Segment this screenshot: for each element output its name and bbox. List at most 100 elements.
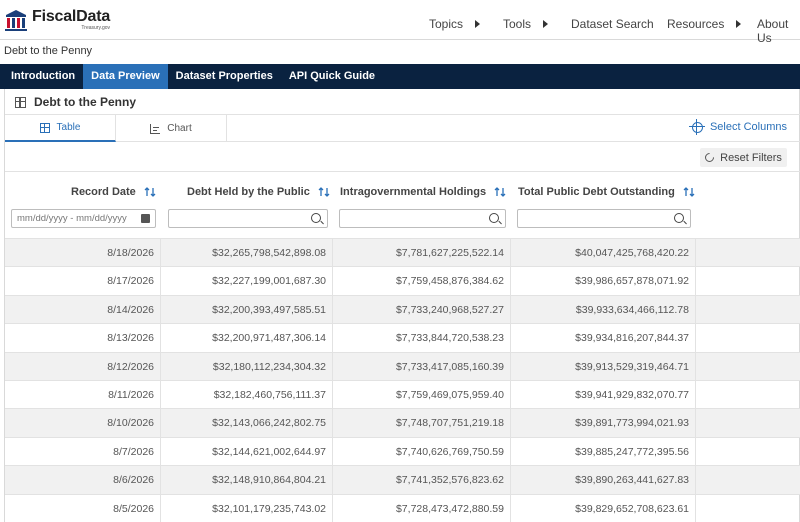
table-header: Record Date Debt Held by the Public Intr… — [5, 172, 800, 238]
data-table: Record Date Debt Held by the Public Intr… — [5, 171, 800, 522]
cell-debt-held-by-public: $32,182,460,756,111.37 — [161, 380, 333, 409]
table-row: 8/17/2026 $32,227,199,001,687.30 $7,759,45… — [5, 266, 800, 296]
table-row: 8/18/2026 $32,265,798,542,898.08 $7,781,62… — [5, 238, 800, 267]
column-header-intragovernmental-holdings[interactable]: Intragovernmental Holdings — [340, 186, 506, 198]
panel-title-text: Debt to the Penny — [34, 95, 137, 109]
column-header-debt-held-by-public[interactable]: Debt Held by the Public — [187, 186, 330, 198]
logo-icon — [5, 10, 27, 31]
column-header-record-date[interactable]: Record Date — [71, 186, 156, 198]
sort-icon[interactable] — [494, 186, 506, 198]
debt-held-filter-input[interactable] — [168, 209, 328, 228]
tab-chart-view[interactable]: Chart — [116, 115, 227, 142]
cell-intragovernmental-holdings: $7,733,240,968,527.27 — [333, 295, 511, 324]
tab-introduction[interactable]: Introduction — [11, 70, 76, 82]
table-icon — [39, 122, 50, 133]
cell-debt-held-by-public: $32,148,910,864,804.21 — [161, 466, 333, 495]
logo-subtitle: Treasury.gov — [81, 25, 111, 31]
select-columns-button[interactable]: Select Columns — [688, 118, 787, 135]
search-icon — [311, 213, 321, 223]
record-date-filter-input[interactable]: mm/dd/yyyy - mm/dd/yyyy — [11, 209, 156, 228]
cell-total-public-debt: $39,941,929,832,070.77 — [511, 380, 696, 409]
cell-intragovernmental-holdings: $7,748,707,751,219.18 — [333, 409, 511, 438]
table-body: 8/18/2026 $32,265,798,542,898.08 $7,781,62… — [5, 238, 800, 522]
reset-filters-button[interactable]: Reset Filters — [700, 148, 787, 167]
column-header-total-public-debt[interactable]: Total Public Debt Outstanding — [518, 186, 695, 198]
calendar-icon[interactable] — [141, 214, 150, 223]
cell-record-date: 8/13/2026 — [5, 324, 161, 353]
cell-record-date: 8/7/2026 — [5, 437, 161, 466]
table-row: 8/7/2026 $32,144,621,002,644.97 $7,740,626… — [5, 436, 800, 466]
search-icon — [674, 213, 684, 223]
caret-right-icon — [475, 20, 481, 28]
cell-total-public-debt: $39,891,773,994,021.93 — [511, 409, 696, 438]
sort-icon[interactable] — [318, 186, 330, 198]
column-label: Total Public Debt Outstanding — [518, 186, 675, 198]
cell-debt-held-by-public: $32,227,199,001,687.30 — [161, 267, 333, 296]
reset-filters-label: Reset Filters — [720, 151, 782, 164]
column-label: Debt Held by the Public — [187, 186, 310, 198]
cell-empty — [696, 381, 800, 409]
cell-empty — [696, 267, 800, 295]
cell-debt-held-by-public: $32,180,112,234,304.32 — [161, 352, 333, 381]
sort-icon[interactable] — [683, 186, 695, 198]
nav-resources[interactable]: Resources — [667, 17, 742, 31]
cell-total-public-debt: $39,986,657,878,071.92 — [511, 267, 696, 296]
cell-record-date: 8/6/2026 — [5, 466, 161, 495]
caret-right-icon — [736, 20, 742, 28]
select-columns-label: Select Columns — [709, 121, 787, 133]
cell-record-date: 8/11/2026 — [5, 380, 161, 409]
chart-icon — [150, 123, 161, 134]
logo-name: FiscalData — [32, 8, 111, 25]
nav-resources-label: Resources — [667, 17, 725, 31]
cell-total-public-debt: $39,829,652,708,623.61 — [511, 494, 696, 522]
cell-total-public-debt: $39,913,529,319,464.71 — [511, 352, 696, 381]
cell-intragovernmental-holdings: $7,759,458,876,384.62 — [333, 267, 511, 296]
fiscaldata-logo[interactable]: FiscalData Treasury.gov — [4, 7, 110, 33]
reset-icon — [703, 151, 716, 164]
cell-record-date: 8/14/2026 — [5, 295, 161, 324]
nav-tools[interactable]: Tools — [503, 17, 549, 31]
nav-about-us[interactable]: About Us — [757, 17, 800, 45]
tab-table-view[interactable]: Table — [5, 115, 116, 142]
cell-empty — [696, 438, 800, 466]
cell-empty — [696, 353, 800, 381]
cell-empty — [696, 466, 800, 494]
cell-record-date: 8/5/2026 — [5, 494, 161, 522]
cell-debt-held-by-public: $32,200,971,487,306.14 — [161, 324, 333, 353]
cell-intragovernmental-holdings: $7,759,469,075,959.40 — [333, 380, 511, 409]
intragovernmental-filter-input[interactable] — [339, 209, 506, 228]
cell-intragovernmental-holdings: $7,741,352,576,823.62 — [333, 466, 511, 495]
tab-dataset-properties[interactable]: Dataset Properties — [175, 70, 273, 82]
cell-total-public-debt: $39,933,634,466,112.78 — [511, 295, 696, 324]
data-preview-panel: Debt to the Penny Table Chart Select Col… — [4, 89, 800, 522]
nav-topics[interactable]: Topics — [429, 17, 481, 31]
nav-dataset-search[interactable]: Dataset Search — [571, 17, 654, 31]
cell-total-public-debt: $39,934,816,207,844.37 — [511, 324, 696, 353]
cell-empty — [696, 324, 800, 352]
tab-chart-label: Chart — [167, 123, 192, 134]
breadcrumb: Debt to the Penny — [4, 45, 93, 57]
table-grid-icon — [15, 96, 26, 108]
table-row: 8/6/2026 $32,148,910,864,804.21 $7,741,352… — [5, 465, 800, 495]
sort-icon[interactable] — [144, 186, 156, 198]
tab-api-quick-guide[interactable]: API Quick Guide — [288, 70, 376, 82]
cell-intragovernmental-holdings: $7,740,626,769,750.59 — [333, 437, 511, 466]
cell-record-date: 8/17/2026 — [5, 267, 161, 296]
cell-empty — [696, 409, 800, 437]
cell-total-public-debt: $39,885,247,772,395.56 — [511, 437, 696, 466]
nav-topics-label: Topics — [429, 17, 464, 31]
tab-table-label: Table — [56, 122, 81, 133]
cell-debt-held-by-public: $32,143,066,242,802.75 — [161, 409, 333, 438]
cell-empty — [696, 495, 800, 522]
column-label: Intragovernmental Holdings — [340, 186, 487, 198]
total-debt-filter-input[interactable] — [517, 209, 691, 228]
dataset-tab-bar: Introduction Data Preview Dataset Proper… — [0, 64, 800, 89]
cell-intragovernmental-holdings: $7,781,627,225,522.14 — [333, 239, 511, 267]
crosshair-icon — [688, 118, 705, 135]
tab-data-preview[interactable]: Data Preview — [83, 64, 168, 89]
cell-debt-held-by-public: $32,144,621,002,644.97 — [161, 437, 333, 466]
panel-title: Debt to the Penny — [15, 95, 136, 109]
site-header: FiscalData Treasury.gov Topics Tools Dat… — [0, 0, 800, 45]
cell-record-date: 8/10/2026 — [5, 409, 161, 438]
cell-total-public-debt: $40,047,425,768,420.22 — [511, 239, 696, 267]
